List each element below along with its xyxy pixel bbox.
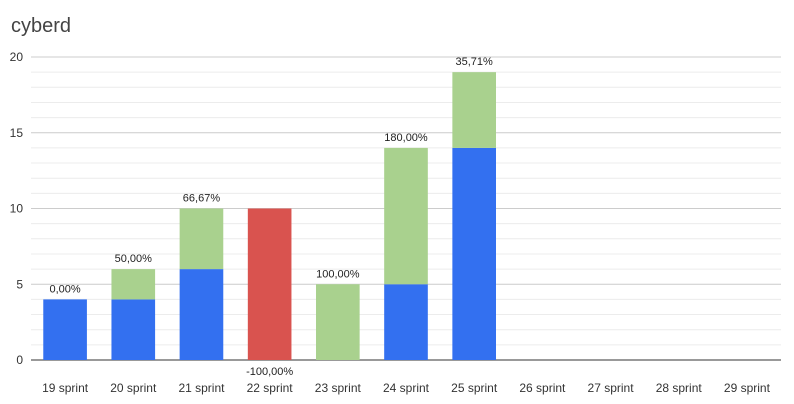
data-label: -100,00% [246,366,293,378]
bar-segment-2 [316,284,360,360]
data-label: 100,00% [316,268,360,280]
data-label: 66,67% [183,193,221,205]
bar-segment-1 [111,299,156,360]
x-tick-label: 26 sprint [519,381,566,395]
bar-segment-1 [43,299,87,360]
x-tick-label: 28 sprint [656,381,703,395]
x-tick-label: 25 sprint [451,381,498,395]
x-tick-label: 24 sprint [383,381,430,395]
y-tick-label: 15 [10,126,24,140]
x-tick-label: 20 sprint [110,381,157,395]
bar-segment-3 [247,208,292,360]
data-label: 35,71% [456,56,494,68]
bar-segment-2 [111,269,156,300]
y-tick-label: 10 [10,202,24,216]
x-tick-label: 23 sprint [315,381,362,395]
chart-title: cyberd [11,15,71,37]
bars [43,72,496,360]
data-label: 50,00% [115,253,153,265]
bar-segment-2 [452,72,496,148]
bar-segment-1 [384,284,428,360]
data-labels: 0,00% 50,00% 66,67% -100,00% 100,00% 180,00% 3… [49,56,493,378]
data-label: 180,00% [384,132,428,144]
y-tick-label: 5 [16,277,23,291]
y-tick-label: 20 [10,50,24,64]
bar-segment-2 [179,208,224,270]
x-tick-label: 29 sprint [724,381,771,395]
x-tick-label: 22 sprint [247,381,294,395]
bar-segment-1 [452,147,496,360]
x-tick-label: 21 sprint [178,381,225,395]
bar-segment-2 [384,147,428,285]
bar-segment-1 [179,269,224,360]
y-tick-label: 0 [16,353,23,367]
x-tick-label: 19 sprint [42,381,89,395]
y-axis: 0 5 10 15 20 [10,50,24,367]
data-label: 0,00% [49,283,80,295]
x-axis: 19 sprint 20 sprint 21 sprint 22 sprint 23 s… [42,381,771,395]
x-tick-label: 27 sprint [588,381,635,395]
